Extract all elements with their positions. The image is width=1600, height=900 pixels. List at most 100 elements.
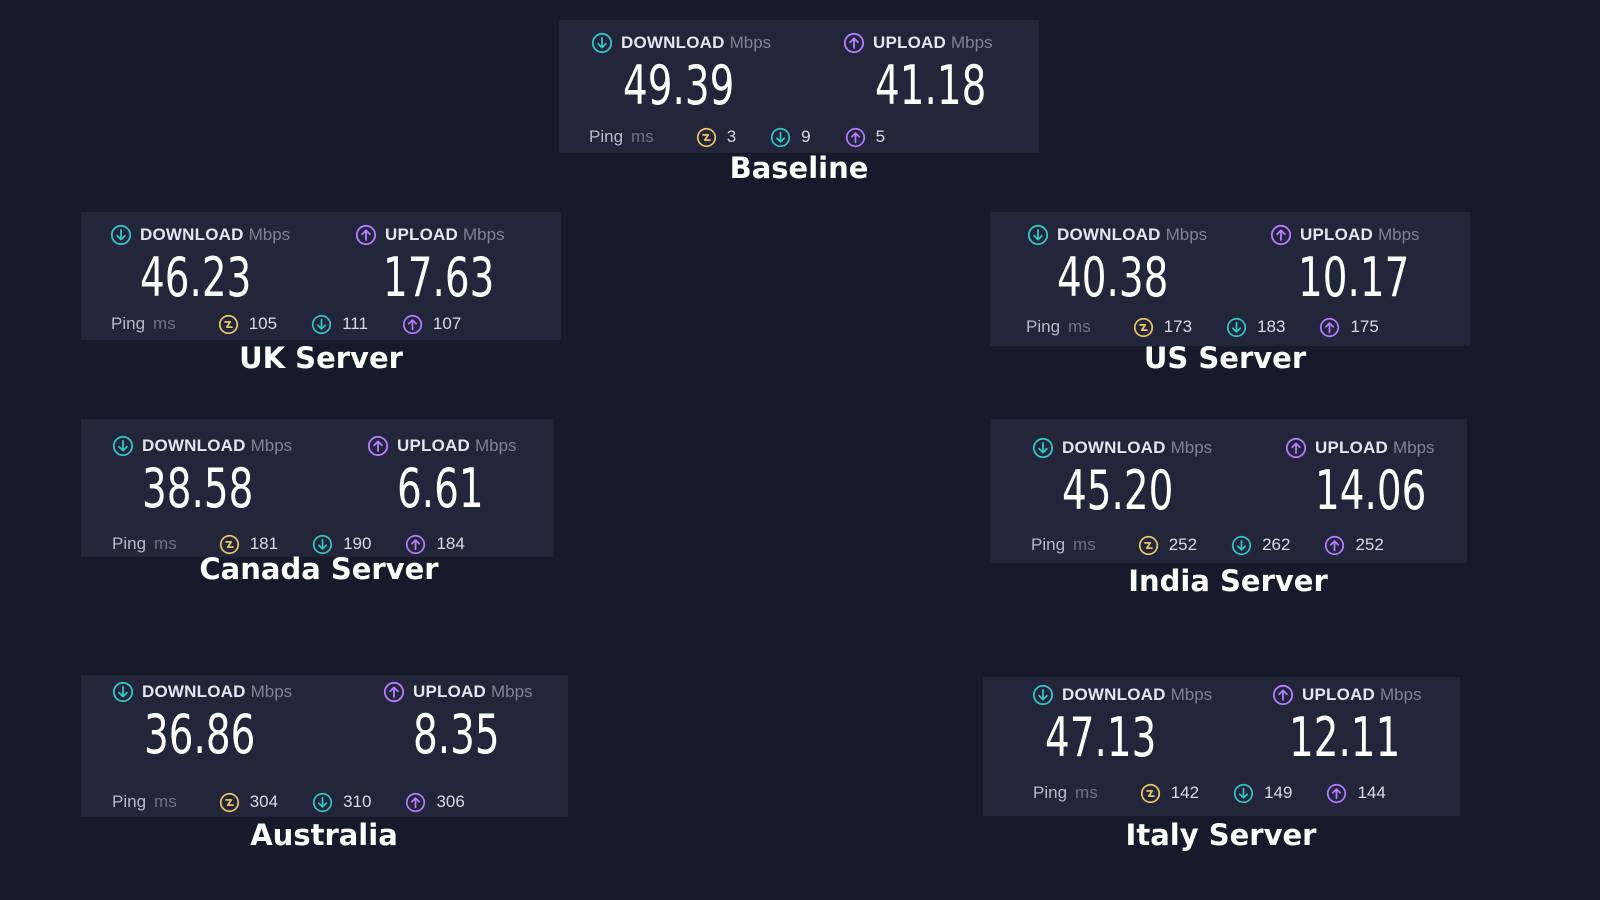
upload-unit: Mbps	[462, 225, 505, 244]
upload-arrow-icon	[367, 435, 389, 457]
download-arrow-icon	[770, 127, 801, 148]
download-arrow-icon	[311, 314, 342, 335]
download-arrow-icon	[1231, 535, 1262, 556]
result-card-uk: DOWNLOAD Mbps 46.23 UPLOAD Mbps 17.63 Pi…	[81, 212, 561, 340]
jitter-icon	[219, 792, 250, 813]
ping-upload-value: 184	[436, 534, 465, 553]
ping-unit: ms	[631, 127, 654, 146]
download-arrow-icon	[110, 224, 132, 246]
ping-unit: ms	[154, 792, 177, 811]
ping-label: Ping	[1031, 535, 1066, 554]
download-label: DOWNLOAD	[142, 436, 246, 455]
caption-us: US Server	[1143, 341, 1307, 375]
ping-download: 149	[1233, 783, 1292, 804]
download-unit: Mbps	[250, 682, 293, 701]
download-value: 40.38	[1057, 246, 1169, 309]
download-value: 47.13	[1045, 706, 1157, 769]
result-card-italy: DOWNLOAD Mbps 47.13 UPLOAD Mbps 12.11 Pi…	[983, 677, 1460, 816]
download-value: 45.20	[1062, 459, 1174, 522]
ping-jitter-value: 304	[249, 792, 279, 811]
ping-label: Ping	[589, 127, 624, 146]
ping-jitter-value: 142	[1170, 783, 1200, 802]
ping-upload: 144	[1326, 783, 1386, 804]
ping-unit: ms	[1068, 317, 1091, 336]
ping-download-value: 310	[343, 792, 372, 811]
ping-download-value: 262	[1262, 535, 1291, 554]
ping-jitter-value: 3	[726, 127, 737, 146]
ping-jitter: 142	[1140, 783, 1199, 804]
ping-unit: ms	[154, 534, 177, 553]
upload-unit: Mbps	[1392, 438, 1435, 457]
caption-australia: Australia	[250, 818, 398, 852]
ping-label: Ping	[1026, 317, 1061, 336]
download-metric: DOWNLOAD Mbps 46.23	[110, 224, 295, 308]
ping-download: 310	[312, 792, 371, 813]
caption-baseline: Baseline	[729, 151, 869, 185]
ping-download-value: 183	[1257, 317, 1286, 336]
ping-jitter-value: 105	[248, 314, 278, 333]
ping-download-value: 9	[801, 127, 811, 146]
ping-upload: 252	[1324, 535, 1384, 556]
upload-arrow-icon	[1324, 535, 1355, 556]
download-arrow-icon	[312, 792, 343, 813]
download-arrow-icon	[112, 435, 134, 457]
download-arrow-icon	[1226, 317, 1257, 338]
upload-metric: UPLOAD Mbps 6.61	[367, 435, 517, 519]
ping-row: Ping ms 105 111 107	[111, 311, 495, 337]
ping-row: Ping ms 173 183 175	[1026, 314, 1413, 340]
jitter-icon	[1140, 783, 1171, 804]
upload-value: 12.11	[1289, 706, 1401, 769]
download-label: DOWNLOAD	[1062, 438, 1166, 457]
ping-row: Ping ms 142 149 144	[1033, 780, 1420, 806]
ping-upload: 306	[405, 792, 465, 813]
download-unit: Mbps	[250, 436, 293, 455]
download-arrow-icon	[1032, 684, 1054, 706]
upload-label: UPLOAD	[385, 225, 458, 244]
ping-download-value: 111	[342, 314, 368, 333]
upload-value: 14.06	[1315, 459, 1427, 522]
caption-india: India Server	[1128, 564, 1328, 598]
upload-label: UPLOAD	[397, 436, 470, 455]
ping-label: Ping	[112, 534, 147, 553]
download-metric: DOWNLOAD Mbps 40.38	[1027, 224, 1212, 308]
download-label: DOWNLOAD	[1062, 685, 1166, 704]
result-card-baseline: DOWNLOAD Mbps 49.39 UPLOAD Mbps 41.18 Pi…	[559, 20, 1039, 153]
ping-upload: 184	[405, 534, 465, 555]
jitter-icon	[218, 314, 249, 335]
caption-italy: Italy Server	[1125, 818, 1317, 852]
ping-upload-value: 5	[875, 127, 886, 146]
download-unit: Mbps	[1170, 438, 1213, 457]
result-card-us: DOWNLOAD Mbps 40.38 UPLOAD Mbps 10.17 Pi…	[990, 212, 1470, 346]
ping-download-value: 149	[1264, 783, 1293, 802]
download-label: DOWNLOAD	[621, 33, 725, 52]
upload-unit: Mbps	[474, 436, 517, 455]
upload-arrow-icon	[402, 314, 433, 335]
ping-upload-value: 144	[1357, 783, 1386, 802]
upload-arrow-icon	[1326, 783, 1357, 804]
ping-label: Ping	[1033, 783, 1068, 802]
ping-label: Ping	[112, 792, 147, 811]
download-value: 46.23	[140, 246, 252, 309]
download-unit: Mbps	[729, 33, 772, 52]
download-label: DOWNLOAD	[140, 225, 244, 244]
download-unit: Mbps	[1165, 225, 1208, 244]
ping-download: 190	[312, 534, 371, 555]
ping-download-value: 190	[343, 534, 372, 553]
upload-metric: UPLOAD Mbps 41.18	[843, 32, 1030, 116]
download-value: 49.39	[623, 54, 735, 117]
result-card-india: DOWNLOAD Mbps 45.20 UPLOAD Mbps 14.06 Pi…	[990, 419, 1467, 563]
download-value: 38.58	[142, 457, 254, 520]
download-arrow-icon	[591, 32, 613, 54]
upload-value: 17.63	[383, 246, 495, 309]
upload-value: 41.18	[875, 54, 987, 117]
upload-label: UPLOAD	[873, 33, 946, 52]
caption-canada: Canada Server	[199, 552, 439, 586]
upload-arrow-icon	[1285, 437, 1307, 459]
download-metric: DOWNLOAD Mbps 38.58	[112, 435, 297, 519]
ping-upload-value: 306	[436, 792, 465, 811]
ping-upload: 107	[402, 314, 461, 335]
upload-metric: UPLOAD Mbps 10.17	[1270, 224, 1453, 308]
upload-label: UPLOAD	[413, 682, 486, 701]
ping-jitter: 252	[1138, 535, 1197, 556]
download-arrow-icon	[1027, 224, 1049, 246]
